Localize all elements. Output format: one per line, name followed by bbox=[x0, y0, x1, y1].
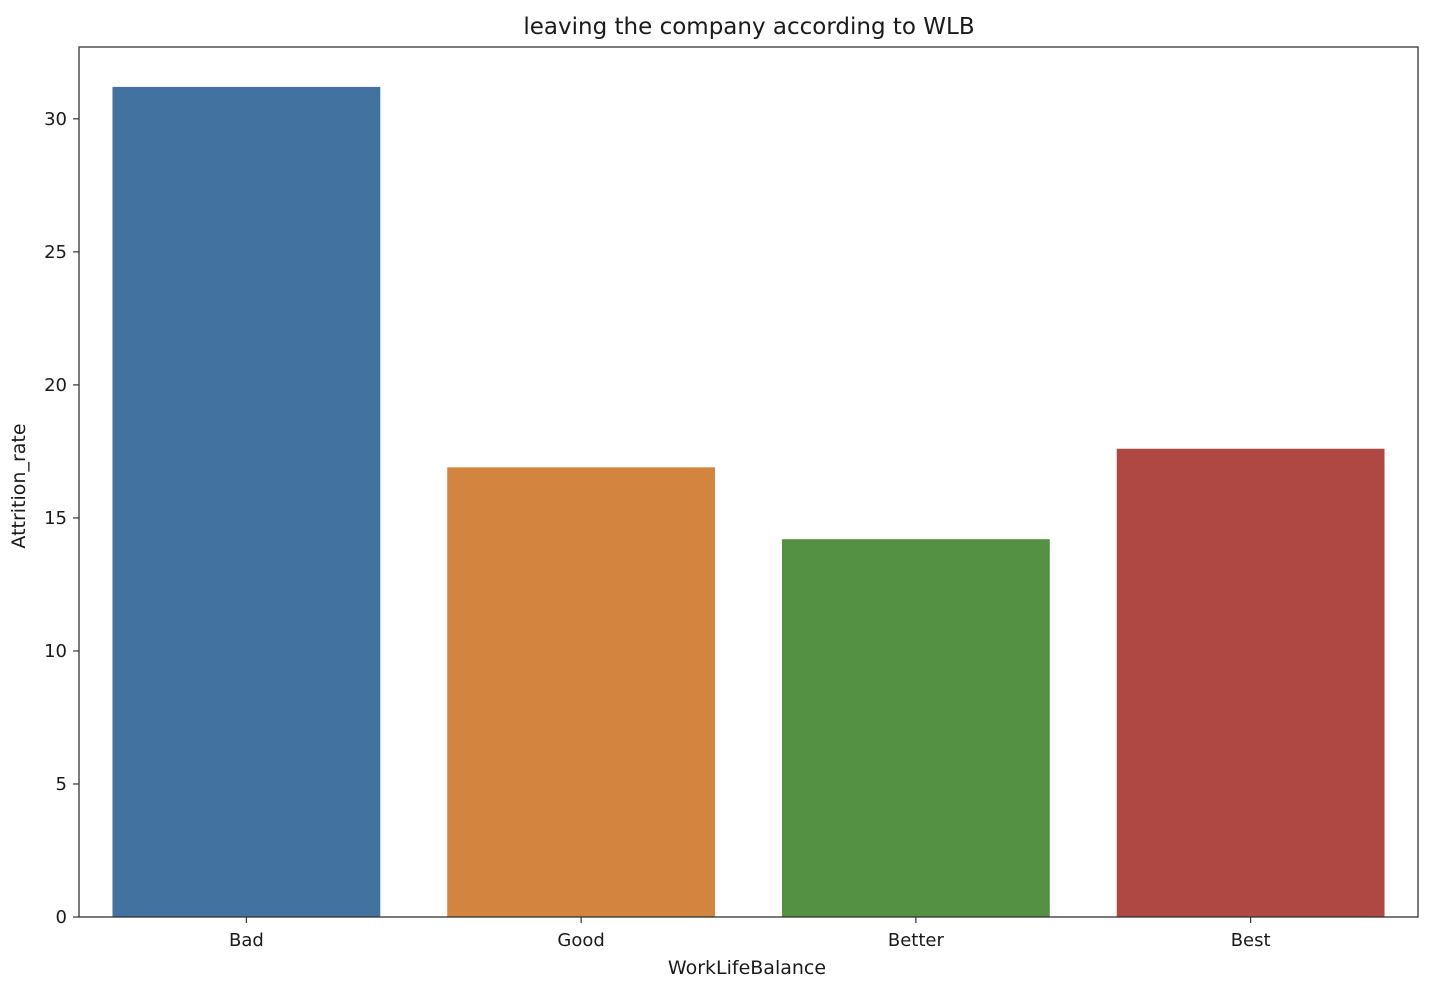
y-tick-label: 5 bbox=[56, 774, 67, 795]
x-tick-label: Best bbox=[1231, 930, 1271, 951]
x-axis-label: WorkLifeBalance bbox=[668, 957, 826, 979]
bar-better bbox=[781, 539, 1050, 917]
x-axis: Bad Good Better Best bbox=[229, 917, 1271, 951]
y-tick-label: 25 bbox=[44, 242, 67, 263]
x-tick-label: Bad bbox=[229, 930, 264, 951]
bars-layer bbox=[112, 86, 1385, 917]
bar-best bbox=[1116, 448, 1385, 917]
bar-good bbox=[447, 467, 716, 917]
y-axis-label: Attrition_rate bbox=[8, 423, 30, 548]
y-tick-label: 15 bbox=[44, 508, 67, 529]
chart-title: leaving the company according to WLB bbox=[523, 14, 974, 40]
y-tick-label: 20 bbox=[44, 375, 67, 396]
x-tick-label: Good bbox=[557, 930, 604, 951]
y-tick-label: 30 bbox=[44, 109, 67, 130]
y-axis: 0 5 10 15 20 25 30 bbox=[44, 109, 79, 928]
x-tick-label: Better bbox=[888, 930, 945, 951]
plot-frame bbox=[78, 46, 1419, 918]
y-tick-label: 0 bbox=[56, 907, 67, 928]
y-tick-label: 10 bbox=[44, 641, 67, 662]
bar-bad bbox=[112, 86, 381, 917]
